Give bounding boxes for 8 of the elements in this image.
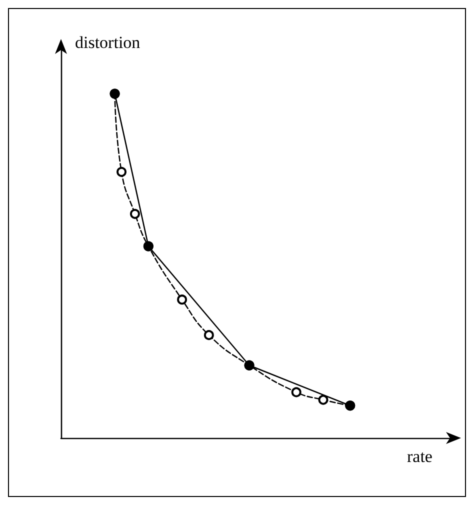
- point: [318, 394, 328, 405]
- y-axis-title: distortion: [75, 33, 141, 52]
- point: [291, 387, 302, 398]
- point: [204, 330, 214, 340]
- point: [116, 166, 127, 177]
- x-axis-title: rate: [407, 447, 432, 466]
- point: [130, 208, 140, 219]
- point: [177, 294, 188, 305]
